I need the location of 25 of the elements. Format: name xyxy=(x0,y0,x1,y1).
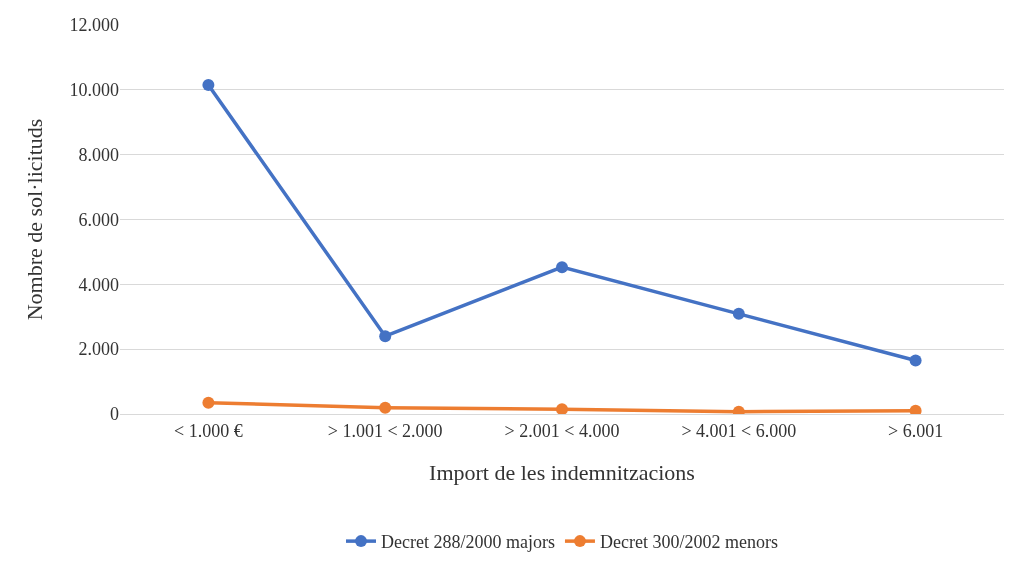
point xyxy=(379,330,392,343)
y-tick-label: 6.000 xyxy=(78,209,119,230)
point xyxy=(379,401,392,414)
point xyxy=(909,354,922,367)
x-tick-label: > 4.001 < 6.000 xyxy=(681,420,797,441)
x-axis-title: Import de les indemnitzacions xyxy=(429,460,695,486)
y-tick-label: 0 xyxy=(110,404,119,425)
point xyxy=(909,404,922,414)
x-tick-label: < 1.000 € xyxy=(174,420,243,441)
y-tick-label: 10.000 xyxy=(69,80,119,101)
y-axis-title: Nombre de sol·licituds xyxy=(22,118,48,321)
point xyxy=(556,261,568,274)
point xyxy=(202,78,215,91)
x-tick-label: > 2.001 < 4.000 xyxy=(504,420,620,441)
point xyxy=(556,403,568,414)
y-tick-label: 12.000 xyxy=(69,15,119,36)
x-tick-label: > 1.001 < 2.000 xyxy=(327,420,443,441)
y-tick-label: 8.000 xyxy=(78,144,119,165)
y-tick-label: 4.000 xyxy=(78,274,119,295)
point xyxy=(732,307,745,320)
legend-label: Decret 300/2002 menors xyxy=(599,532,778,553)
point xyxy=(202,396,215,409)
x-tick-label: > 6.001 xyxy=(888,420,944,441)
legend-label: Decret 288/2000 majors xyxy=(381,532,555,553)
y-tick-label: 2.000 xyxy=(78,339,119,360)
